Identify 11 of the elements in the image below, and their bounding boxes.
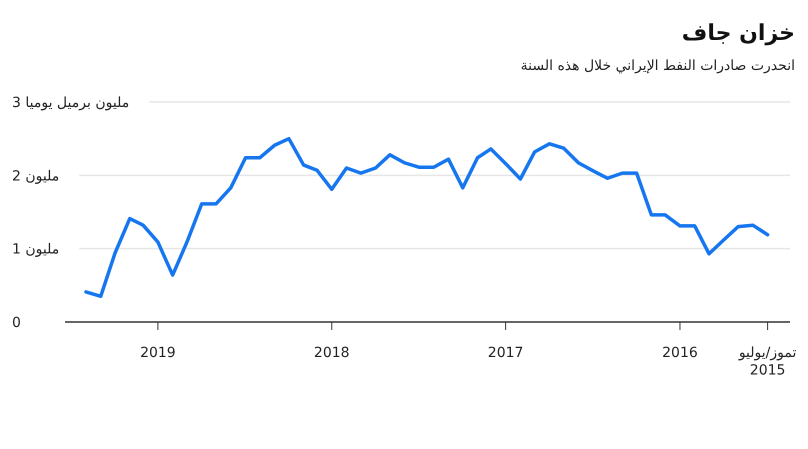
y-tick-label: 0	[12, 315, 21, 331]
x-tick-label: 2018	[314, 345, 350, 361]
x-tick-label: 2019	[140, 345, 176, 361]
y-tick-label: 2 مليون	[12, 168, 60, 184]
y-tick-label: 3 مليون برميل يوميا	[12, 95, 130, 111]
x-tick-label: 2017	[488, 345, 524, 361]
y-tick-label: 1 مليون	[12, 242, 60, 258]
chart-subtitle: انحدرت صادرات النفط الإيراني خلال هذه السنة	[520, 58, 795, 74]
chart-title: خزان جاف	[682, 21, 795, 46]
x-tick-label: 2016	[662, 345, 698, 361]
line-series	[84, 136, 770, 298]
